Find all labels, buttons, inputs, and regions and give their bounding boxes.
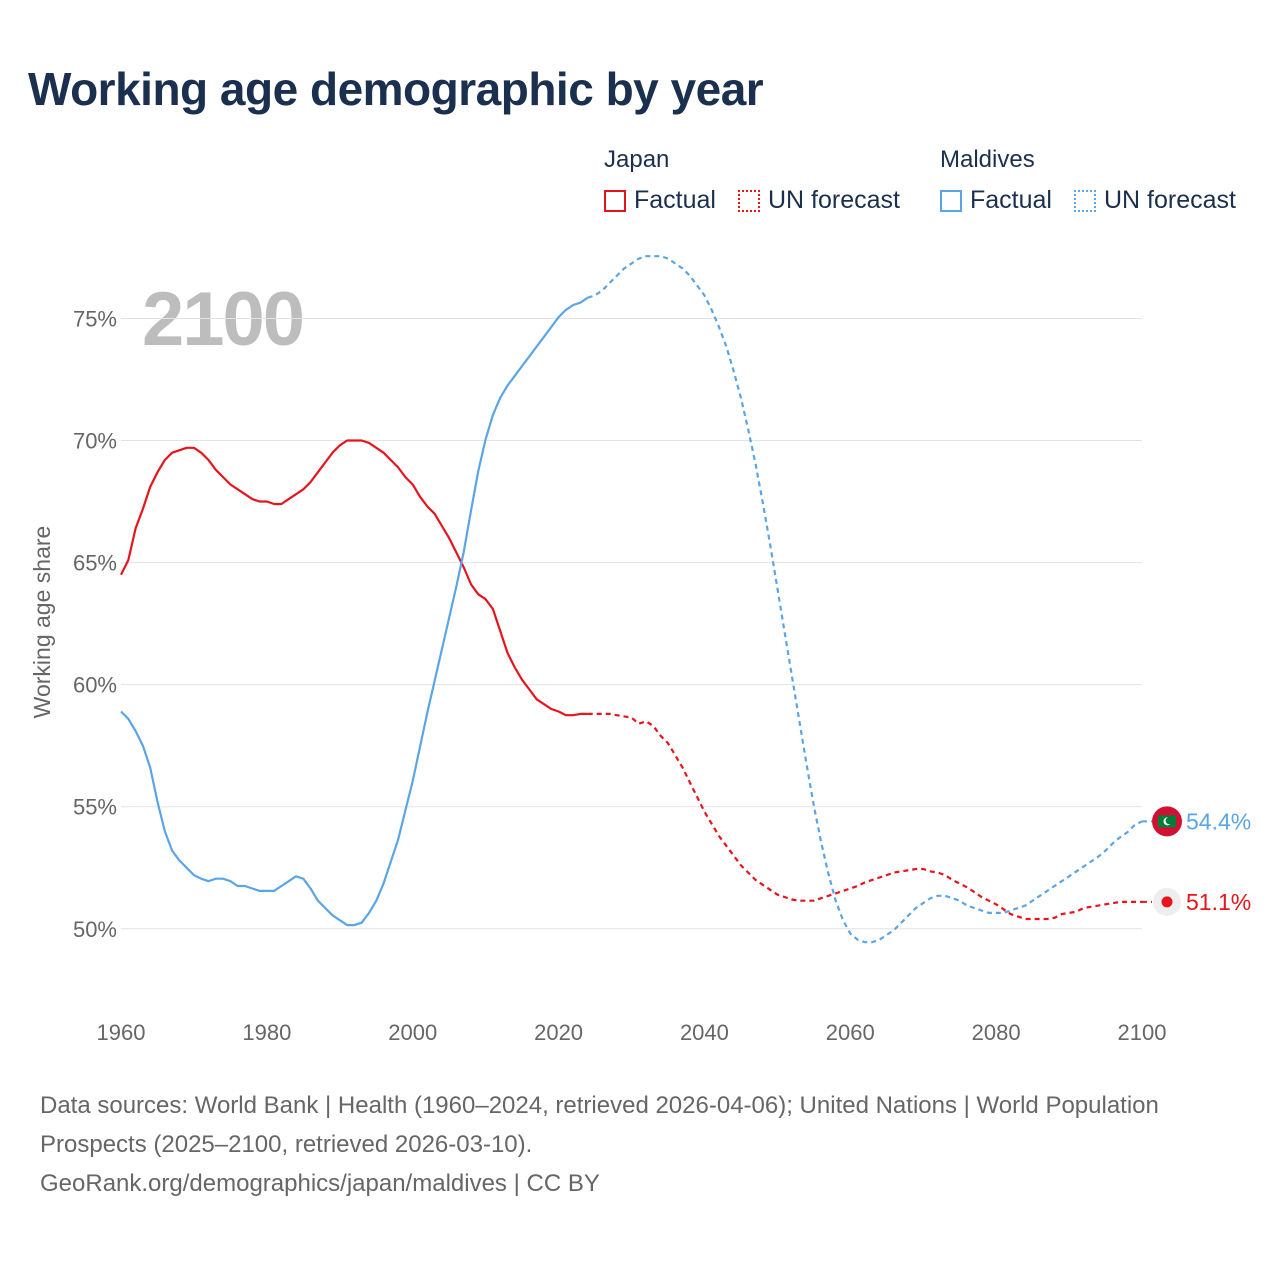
legend-swatch-dotted-icon (1074, 189, 1096, 212)
legend-title-maldives: Maldives (940, 146, 1035, 173)
legend-item-maldives-forecast[interactable]: UN forecast (1074, 186, 1236, 215)
x-tick-label: 2020 (534, 1020, 583, 1045)
series-lines (120, 255, 1152, 944)
maldives-flag-crescent-cut (1165, 817, 1173, 825)
legend-item-japan-factual[interactable]: Factual (604, 186, 716, 215)
series-line-forecast-japan (587, 712, 1142, 921)
chart-plot-area: 50% 55% 60% 65% 70% 75% 1960 1980 2000 2020 2040 20… (29, 255, 1251, 1045)
end-markers: 51.1% 54.4% (1152, 806, 1251, 916)
legend-label: Factual (970, 186, 1052, 214)
x-tick-label: 2100 (1118, 1020, 1167, 1045)
x-tick-label: 2080 (972, 1020, 1021, 1045)
year-overlay: 2100 (142, 277, 305, 362)
chart-title: Working age demographic by year (28, 63, 764, 115)
x-tick-label: 2040 (680, 1020, 729, 1045)
axis-labels: 50% 55% 60% 65% 70% 75% 1960 1980 2000 2020 2040 20… (29, 306, 1166, 1045)
y-tick-label: 55% (73, 795, 117, 820)
series-line-factual-maldives (120, 296, 589, 927)
y-tick-label: 70% (73, 429, 117, 454)
source-note: Data sources: World Bank | Health (1960–… (40, 1086, 1170, 1203)
legend-label: UN forecast (768, 186, 900, 214)
source-line-data: Data sources: World Bank | Health (1960–… (40, 1092, 1159, 1158)
legend-swatch-dotted-icon (738, 189, 760, 212)
legend-swatch-solid-icon (940, 189, 962, 212)
series-line-forecast-maldives (587, 255, 1143, 944)
legend-title-japan: Japan (604, 146, 670, 173)
series-line-factual-japan (120, 439, 588, 717)
end-value-label: 51.1% (1186, 889, 1251, 915)
x-tick-label: 1980 (242, 1020, 291, 1045)
x-tick-label: 2060 (826, 1020, 875, 1045)
legend-label: Factual (634, 186, 716, 214)
japan-flag-disc (1161, 896, 1173, 908)
y-axis-label: Working age share (29, 526, 55, 719)
x-tick-label: 2000 (388, 1020, 437, 1045)
y-tick-label: 65% (73, 551, 117, 576)
legend-label: UN forecast (1104, 186, 1236, 214)
legend-item-maldives-factual[interactable]: Factual (940, 186, 1052, 215)
y-tick-label: 75% (73, 306, 117, 331)
y-tick-label: 60% (73, 673, 117, 698)
legend-swatch-solid-icon (604, 189, 626, 212)
end-value-label: 54.4% (1186, 808, 1251, 834)
source-line-link[interactable]: GeoRank.org/demographics/japan/maldives … (40, 1170, 600, 1197)
y-tick-label: 50% (73, 917, 117, 942)
x-tick-label: 1960 (97, 1020, 146, 1045)
grid-lines (121, 317, 1142, 930)
legend-item-japan-forecast[interactable]: UN forecast (738, 186, 900, 215)
